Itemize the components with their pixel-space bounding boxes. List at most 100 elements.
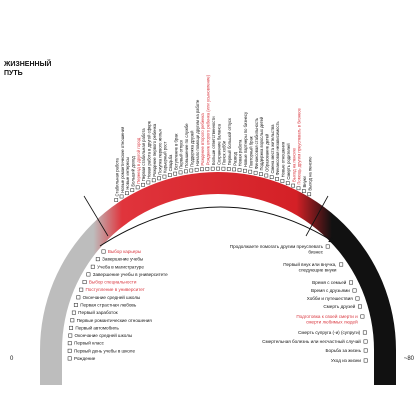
event-label: Выход на пенсию: [291, 148, 296, 182]
checkbox: [71, 310, 76, 315]
event-label: Выбор специальности: [89, 280, 137, 285]
checkbox: [226, 167, 231, 171]
checkbox: [68, 333, 73, 338]
event-label: Учеба в магистратуре: [97, 264, 144, 269]
checkbox: [280, 179, 285, 183]
event-label: Новая работа в другой сфере: [147, 120, 152, 179]
event-label: Первый автомобиль: [75, 324, 119, 330]
event-label: Уход из жизни: [331, 358, 362, 363]
event-label: Поддержка друзей: [189, 130, 194, 167]
checkbox: [269, 175, 274, 179]
event-label: Смерть друзей: [323, 303, 355, 309]
checkbox: [248, 169, 253, 174]
event-label: Первая стабильная работа: [141, 128, 146, 181]
event-label: Выход на пенсию: [307, 157, 312, 191]
checkbox: [221, 166, 226, 171]
event-label: Новые партнеры по бизнесу: [243, 111, 248, 167]
checkbox: [157, 176, 161, 181]
event-label: следующие внуки: [299, 268, 337, 273]
event-label: Рождение второго ребенка (или усыновлени…: [206, 74, 211, 165]
checkbox: [67, 341, 72, 346]
checkbox: [167, 173, 172, 177]
checkbox: [325, 244, 330, 249]
event-label: Финансовая стабильность: [254, 117, 259, 169]
checkbox: [67, 356, 72, 361]
checkbox: [101, 249, 106, 254]
checkbox: [360, 314, 365, 319]
checkbox: [275, 177, 279, 181]
event-label: Первый внук или внучка,: [283, 261, 336, 267]
event-label: Первая страстная любовь: [80, 302, 137, 307]
event-label: Продолжаете помогать другим преуспевать: [230, 244, 324, 249]
checkbox: [95, 257, 100, 262]
event-label: Выбор карьеры: [108, 249, 141, 254]
checkbox: [184, 169, 188, 174]
divider: [83, 195, 109, 237]
scale-end: ~80: [404, 356, 415, 362]
checkbox: [67, 348, 72, 353]
event-label: Новые интересы: [125, 157, 130, 190]
event-label: Больше ответственности: [211, 116, 216, 165]
checkbox: [285, 181, 290, 186]
checkbox: [73, 303, 78, 307]
event-label: Рождение: [74, 356, 96, 361]
event-label: Стабильная работа: [114, 158, 119, 197]
checkbox: [291, 183, 295, 188]
event-label: Рождение первого ребенка: [152, 123, 157, 176]
checkbox: [205, 167, 210, 171]
event-label: Начало помощи другим на работе: [195, 99, 200, 166]
event-label: Смертельная болезнь или несчастный случа…: [262, 338, 361, 344]
event-label: Поступление в университет: [86, 287, 146, 292]
checkbox: [363, 339, 368, 344]
title-line: ПУТЬ: [4, 70, 23, 77]
checkbox: [162, 174, 167, 179]
checkbox: [307, 192, 312, 197]
event-label: Завершение учебы в университете: [93, 272, 168, 277]
checkbox: [216, 166, 220, 171]
checkbox: [79, 287, 84, 292]
event-label: смерти любимых людей: [306, 319, 358, 325]
checkbox: [200, 167, 204, 172]
event-label: Борьба за жизнь: [326, 348, 362, 353]
event-label: Внуки: [302, 175, 307, 187]
event-label: Первый класс: [74, 340, 105, 346]
event-label: Первые романтические отношения: [77, 318, 153, 323]
event-label: Окончание средней школы: [83, 294, 141, 300]
event-label: Образование детей: [265, 133, 270, 172]
event-label: Поддержка взрослых детей: [259, 116, 264, 170]
event-label: Повторный брак: [248, 136, 253, 168]
event-label: Смерть родителей: [286, 143, 291, 180]
event-label: Вступление в брак: [173, 133, 178, 170]
checkbox: [232, 167, 236, 172]
checkbox: [355, 296, 360, 301]
event-label: Помощь другим преуспевать в бизнесе: [297, 108, 302, 185]
checkbox: [301, 189, 306, 193]
event-label: Смена места жительства: [270, 124, 275, 174]
event-label: Свадьба: [168, 154, 173, 171]
event-label: Развод: [232, 152, 237, 166]
checkbox: [173, 171, 178, 176]
event-label: Рождение второго ребенка: [200, 113, 205, 166]
checkbox: [119, 194, 124, 199]
event-label: Первый заработок: [78, 309, 118, 315]
event-label: Переезд в другой город: [136, 137, 141, 183]
event-label: Хобби и путешествия: [307, 296, 354, 301]
checkbox: [363, 358, 368, 363]
checkbox: [86, 272, 91, 277]
event-label: Время с семьей: [312, 279, 347, 285]
checkbox: [130, 188, 135, 193]
event-label: Подготовка к своей смерти и: [296, 313, 358, 319]
event-label: Больший доход: [130, 156, 135, 187]
checkbox: [243, 168, 247, 173]
checkbox: [82, 280, 87, 285]
event-label: Поиск хобби: [222, 140, 227, 165]
event-label: бизнес: [308, 250, 323, 255]
checkbox: [125, 191, 129, 196]
checkbox: [70, 318, 75, 323]
checkbox: [296, 186, 301, 191]
event-label: Новые романтические отношения: [120, 127, 125, 193]
checkbox: [210, 166, 215, 171]
checkbox: [253, 170, 258, 175]
